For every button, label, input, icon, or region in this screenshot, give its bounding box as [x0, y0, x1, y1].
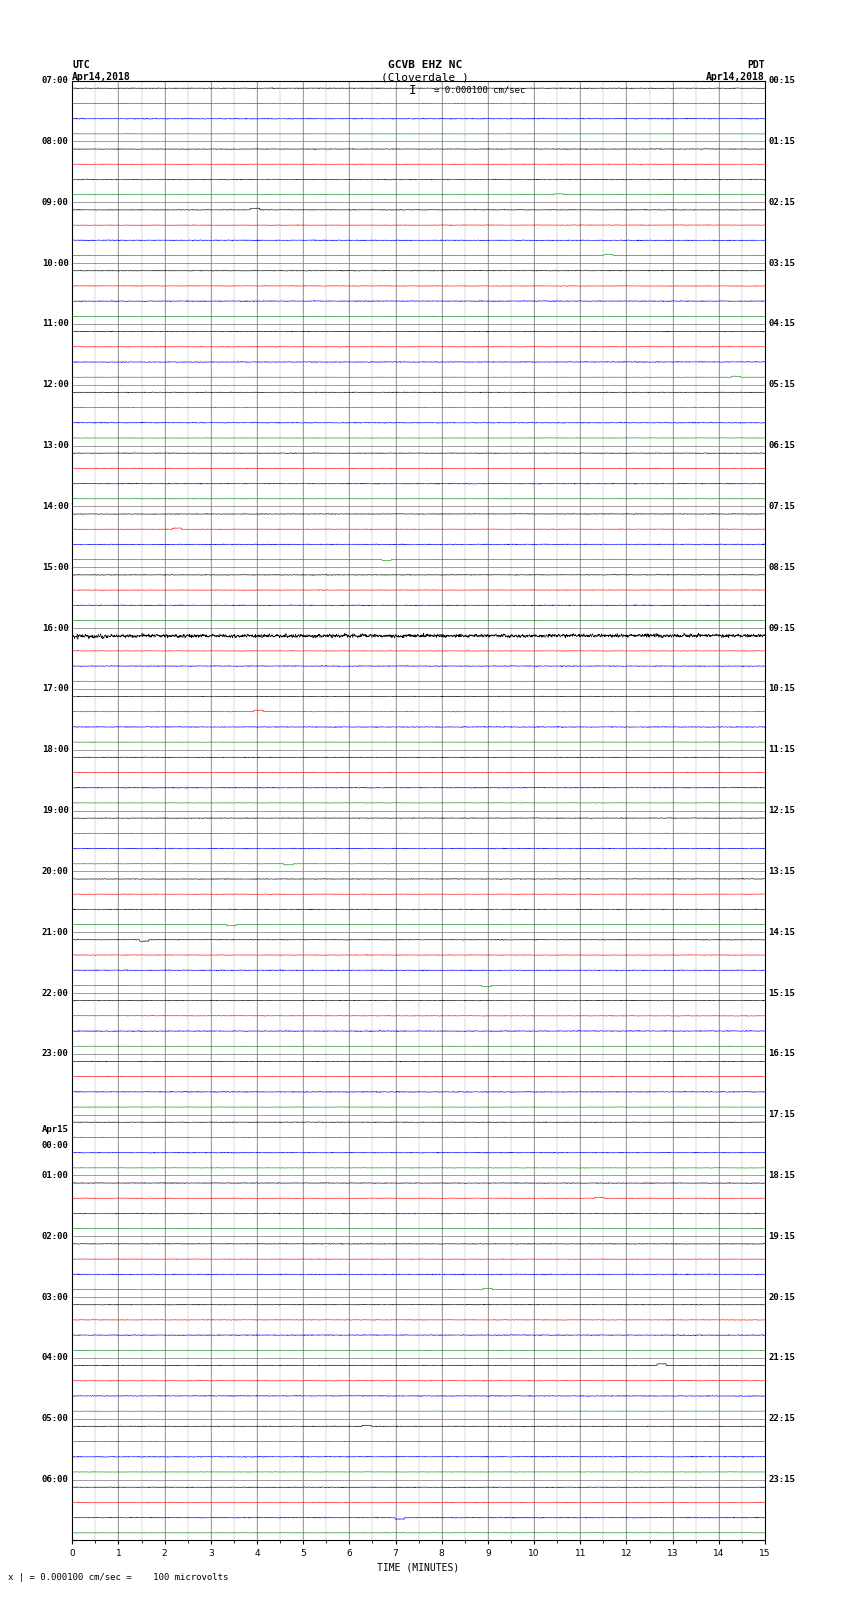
Text: 03:15: 03:15: [768, 258, 796, 268]
Text: 16:00: 16:00: [42, 624, 69, 632]
Text: 15:15: 15:15: [768, 989, 796, 997]
Text: 13:00: 13:00: [42, 440, 69, 450]
Text: 22:15: 22:15: [768, 1415, 796, 1423]
Text: I: I: [409, 84, 416, 97]
Text: Apr14,2018: Apr14,2018: [706, 73, 765, 82]
Text: 02:15: 02:15: [768, 198, 796, 206]
Text: 09:00: 09:00: [42, 198, 69, 206]
X-axis label: TIME (MINUTES): TIME (MINUTES): [377, 1563, 460, 1573]
Text: 21:15: 21:15: [768, 1353, 796, 1363]
Text: 01:15: 01:15: [768, 137, 796, 145]
Text: 19:00: 19:00: [42, 806, 69, 815]
Text: 18:00: 18:00: [42, 745, 69, 755]
Text: = 0.000100 cm/sec: = 0.000100 cm/sec: [434, 85, 524, 95]
Text: 23:00: 23:00: [42, 1050, 69, 1058]
Text: 11:00: 11:00: [42, 319, 69, 329]
Text: 18:15: 18:15: [768, 1171, 796, 1181]
Text: 12:00: 12:00: [42, 381, 69, 389]
Text: 02:00: 02:00: [42, 1232, 69, 1240]
Text: 19:15: 19:15: [768, 1232, 796, 1240]
Text: Apr14,2018: Apr14,2018: [72, 73, 131, 82]
Text: x | = 0.000100 cm/sec =    100 microvolts: x | = 0.000100 cm/sec = 100 microvolts: [8, 1573, 229, 1582]
Text: 17:15: 17:15: [768, 1110, 796, 1119]
Text: 21:00: 21:00: [42, 927, 69, 937]
Text: 00:00: 00:00: [42, 1140, 69, 1150]
Text: 06:15: 06:15: [768, 440, 796, 450]
Text: 04:00: 04:00: [42, 1353, 69, 1363]
Text: 09:15: 09:15: [768, 624, 796, 632]
Text: UTC: UTC: [72, 60, 90, 69]
Text: 14:15: 14:15: [768, 927, 796, 937]
Text: 12:15: 12:15: [768, 806, 796, 815]
Text: (Cloverdale ): (Cloverdale ): [381, 73, 469, 82]
Text: 11:15: 11:15: [768, 745, 796, 755]
Text: 05:00: 05:00: [42, 1415, 69, 1423]
Text: 07:00: 07:00: [42, 76, 69, 85]
Text: 22:00: 22:00: [42, 989, 69, 997]
Text: 13:15: 13:15: [768, 866, 796, 876]
Text: 08:15: 08:15: [768, 563, 796, 571]
Text: 10:00: 10:00: [42, 258, 69, 268]
Text: GCVB EHZ NC: GCVB EHZ NC: [388, 60, 462, 69]
Text: Apr15: Apr15: [42, 1126, 69, 1134]
Text: 07:15: 07:15: [768, 502, 796, 511]
Text: 15:00: 15:00: [42, 563, 69, 571]
Text: 03:00: 03:00: [42, 1292, 69, 1302]
Text: 10:15: 10:15: [768, 684, 796, 694]
Text: 04:15: 04:15: [768, 319, 796, 329]
Text: 00:15: 00:15: [768, 76, 796, 85]
Text: 20:00: 20:00: [42, 866, 69, 876]
Text: 20:15: 20:15: [768, 1292, 796, 1302]
Text: 16:15: 16:15: [768, 1050, 796, 1058]
Text: PDT: PDT: [747, 60, 765, 69]
Text: 01:00: 01:00: [42, 1171, 69, 1181]
Text: 06:00: 06:00: [42, 1476, 69, 1484]
Text: 14:00: 14:00: [42, 502, 69, 511]
Text: 08:00: 08:00: [42, 137, 69, 145]
Text: 17:00: 17:00: [42, 684, 69, 694]
Text: 23:15: 23:15: [768, 1476, 796, 1484]
Text: 05:15: 05:15: [768, 381, 796, 389]
